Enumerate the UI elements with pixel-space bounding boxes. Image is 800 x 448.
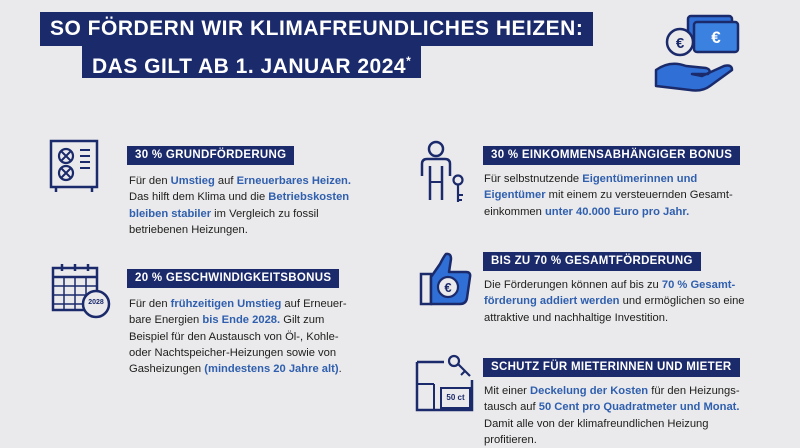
title-line-1: SO FÖRDERN WIR KLIMAFREUNDLICHES HEIZEN: [40,12,594,46]
calendar-2028-icon: 2028 [50,262,112,320]
footnote-mark: * [406,54,412,68]
calendar-year-label: 2028 [88,299,104,306]
heat-pump-icon [48,138,100,194]
section-title-geschwindigkeitsbonus: 20 % GESCHWINDIGKEITSBONUS [127,269,340,288]
svg-text:€: € [444,280,451,295]
euro-money-hand-icon: € € [640,10,745,95]
section-text-mieterschutz: Mit einer Deckelung der Kosten für den H… [484,385,740,446]
section-title-gesamtfoerderung: BIS ZU 70 % GESAMTFÖRDERUNG [483,252,701,271]
floorplan-price-label: 50 ct [446,393,465,402]
title-line-2: DAS GILT AB 1. JANUAR 2024* [82,44,422,78]
svg-text:€: € [676,35,685,52]
svg-text:€: € [711,28,721,47]
section-text-grundfoerderung: Für den Umstieg auf Erneuerbares Heizen.… [129,175,352,236]
section-text-gesamtfoerderung: Die Förderungen können auf bis zu 70 % G… [484,279,745,324]
section-title-einkommensbonus: 30 % EINKOMMENSABHÄNGIGER BONUS [483,146,741,165]
person-key-icon [418,140,468,206]
thumbs-up-euro-icon: € [418,250,474,308]
section-text-geschwindigkeitsbonus: Für den frühzeitigen Umstieg auf Erneuer… [129,298,347,376]
section-text-einkommensbonus: Für selbstnutzende Eigentümerinnen und E… [484,173,733,218]
section-title-grundfoerderung: 30 % GRUNDFÖRDERUNG [127,146,295,165]
floorplan-key-icon: 50 ct [414,352,476,414]
section-title-mieterschutz: SCHUTZ FÜR MIETERINNEN UND MIETER [483,358,740,377]
